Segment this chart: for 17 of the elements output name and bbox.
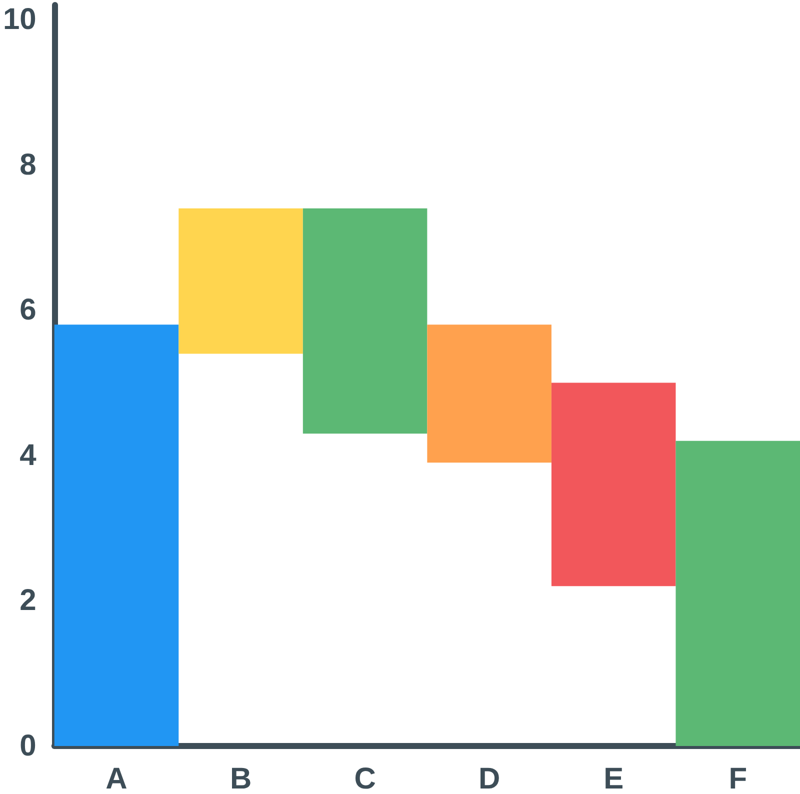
x-tick-label: C	[354, 762, 376, 794]
y-tick-label: 4	[20, 438, 37, 472]
y-tick-label: 6	[20, 294, 36, 327]
y-tick-label: 10	[2, 3, 36, 36]
bar	[427, 324, 552, 463]
x-tick-label: D	[478, 762, 500, 794]
x-tick-label: F	[728, 762, 748, 794]
bar	[551, 382, 676, 586]
y-tick-label: 0	[20, 730, 36, 762]
x-tick-label: A	[106, 762, 128, 794]
x-tick-label: E	[604, 762, 624, 794]
bar	[178, 208, 303, 354]
y-tick-label: 2	[20, 584, 36, 618]
bar	[302, 208, 428, 434]
y-tick-label: 8	[20, 148, 36, 182]
bar	[676, 440, 800, 746]
x-tick-label: B	[230, 762, 252, 794]
